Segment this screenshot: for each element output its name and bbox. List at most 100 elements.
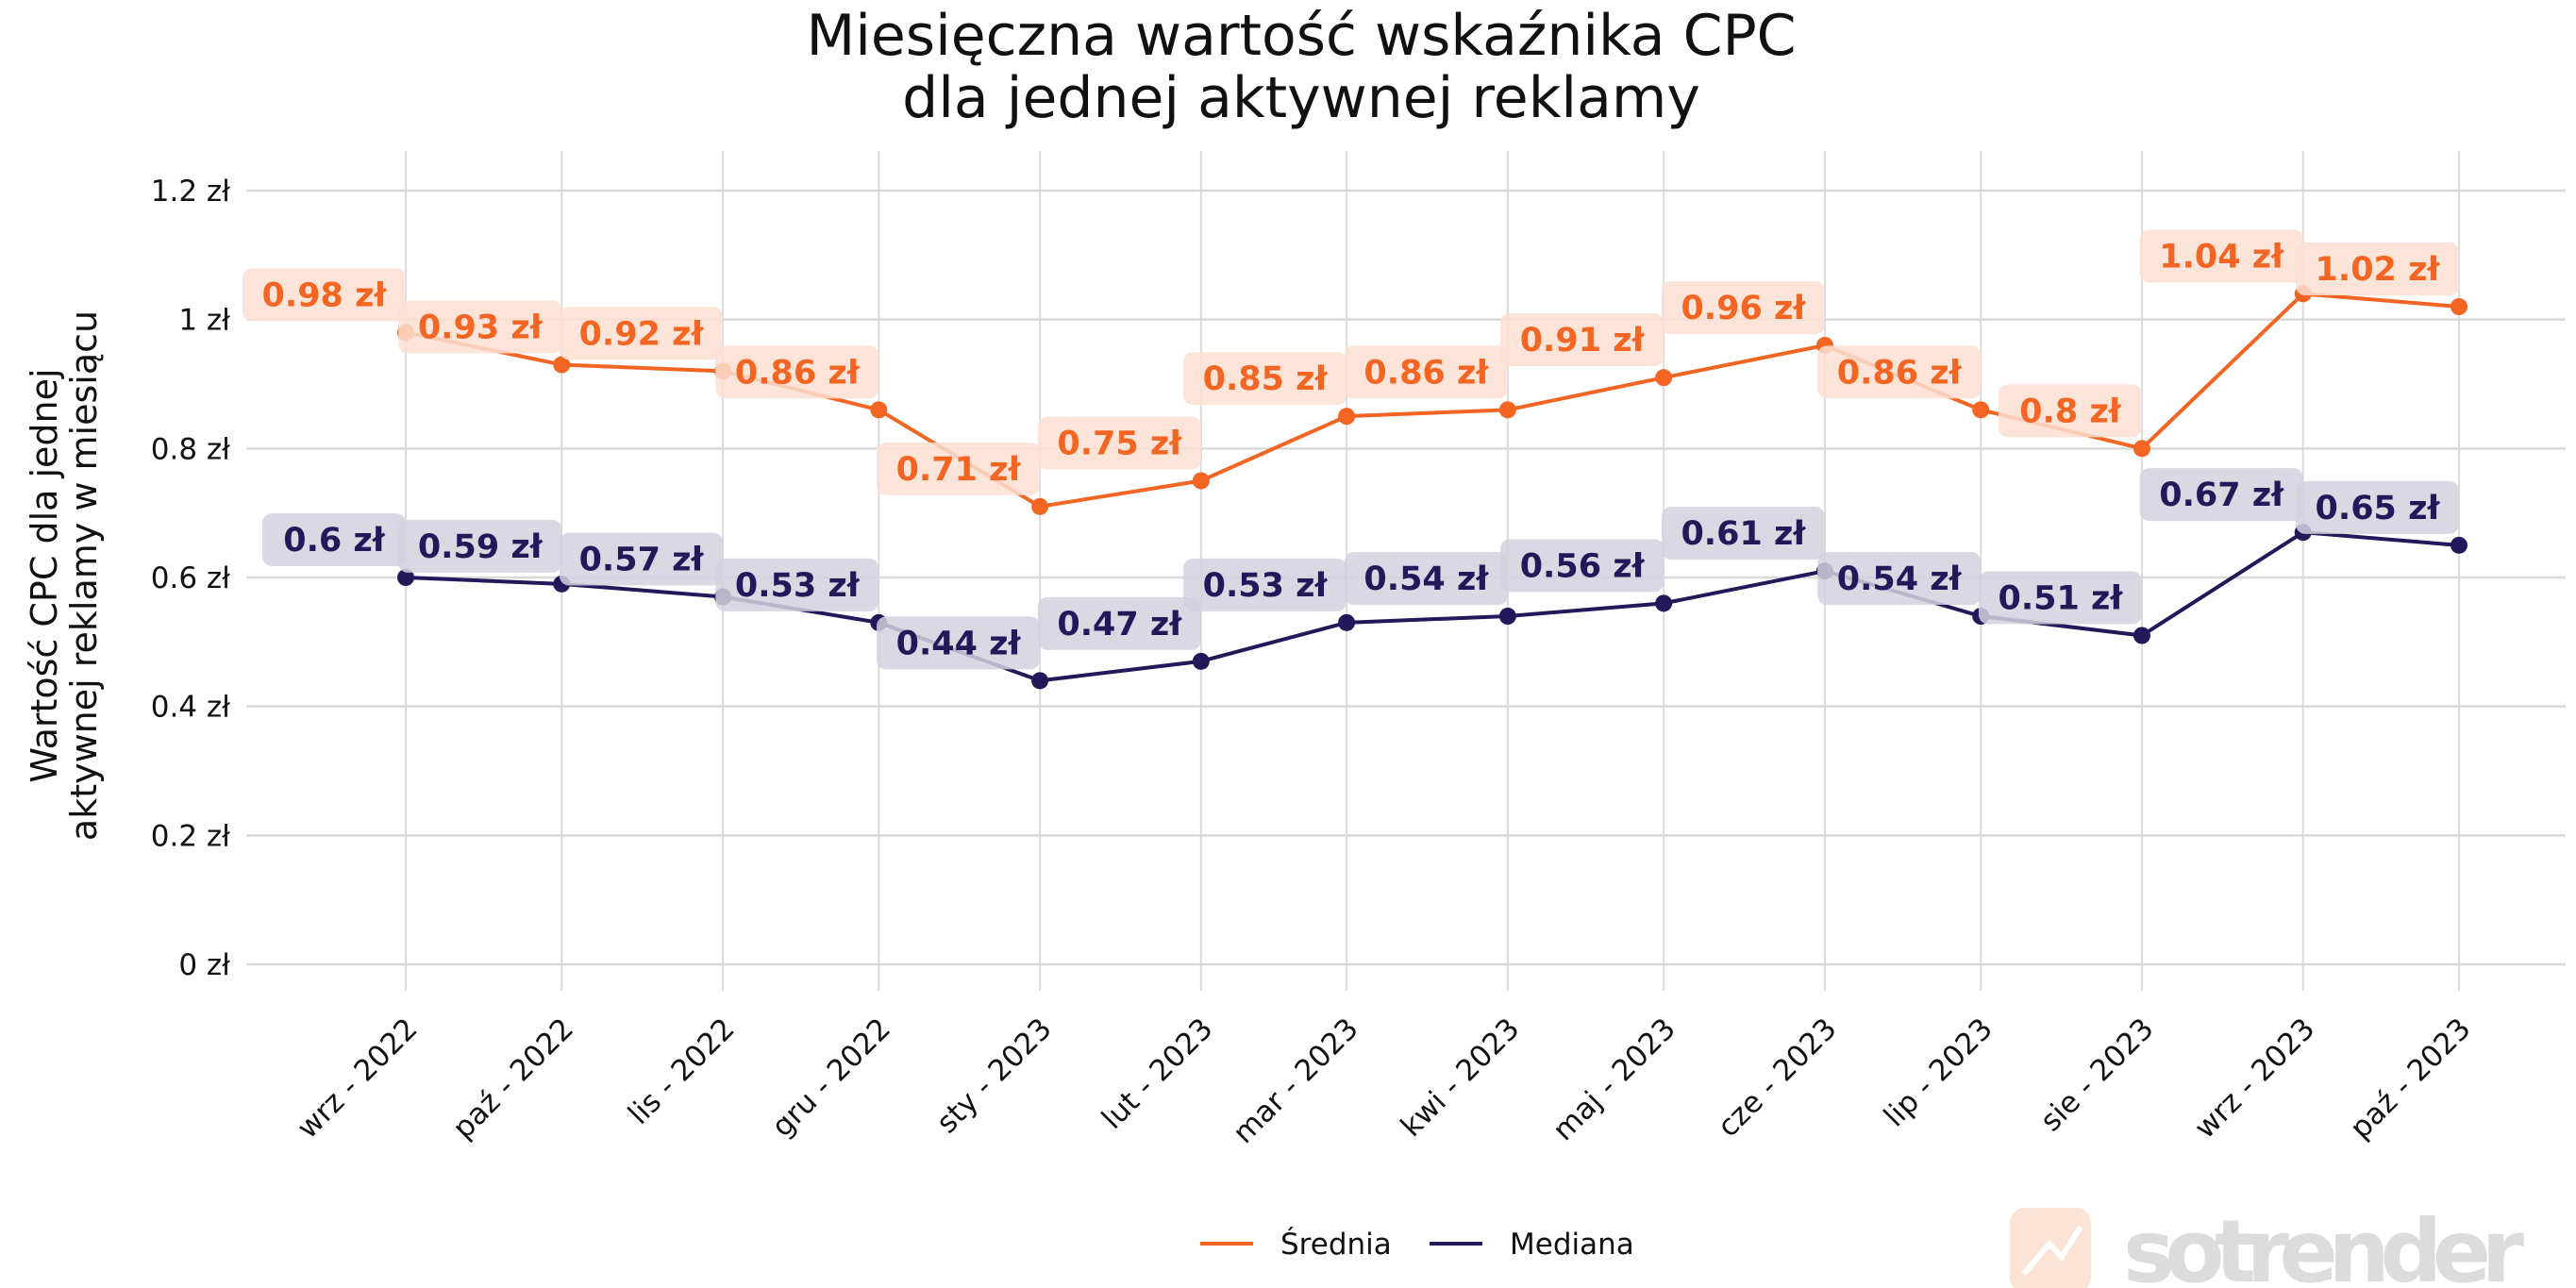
x-tick-label: lut - 2023: [1096, 1012, 1220, 1136]
data-label: 0.56 zł: [1520, 547, 1646, 585]
data-point: [870, 401, 888, 419]
data-label-box: [1037, 596, 1201, 650]
data-label: 0.86 zł: [1363, 354, 1489, 392]
x-tick-label: sty - 2023: [930, 1012, 1059, 1140]
x-tick-label: sie - 2023: [2034, 1012, 2161, 1138]
data-label-box: [560, 532, 724, 586]
data-label-box: [2139, 229, 2303, 283]
watermark-text: sotrender: [2123, 1201, 2525, 1288]
data-label: 0.86 zł: [1837, 354, 1963, 392]
data-label: 0.44 zł: [896, 625, 1022, 662]
x-tick-label: lis - 2022: [622, 1012, 742, 1131]
y-axis-label-line-2: aktywnej reklamy w miesiącu: [63, 310, 105, 841]
x-tick-label: lip - 2023: [1878, 1012, 1999, 1133]
data-label-box: [1661, 281, 1825, 334]
data-label-box: [1183, 558, 1347, 611]
x-tick-label: paź - 2023: [2344, 1012, 2478, 1146]
data-label-box: [1500, 313, 1664, 367]
data-point: [1192, 652, 1210, 670]
data-label: 0.67 zł: [2159, 477, 2284, 514]
x-tick-label: gru - 2022: [765, 1012, 897, 1144]
data-label-box: [398, 519, 562, 573]
x-tick-label: kwi - 2023: [1395, 1012, 1527, 1144]
data-label-box: [1998, 384, 2142, 438]
y-tick-label: 0.8 zł: [151, 432, 230, 466]
data-label-box: [715, 558, 879, 611]
data-label-box: [1817, 552, 1982, 605]
series: 0.98 zł 0.93 zł 0.92 zł 0.86 zł 0.71 zł 0.75 …: [243, 229, 2467, 690]
sotrender-watermark: sotrender: [2010, 1201, 2525, 1288]
data-label: 0.6 zł: [283, 522, 386, 560]
x-tick-label: paź - 2022: [446, 1012, 580, 1146]
data-label: 0.85 zł: [1203, 360, 1329, 398]
data-label: 0.54 zł: [1363, 560, 1489, 598]
data-point: [1338, 613, 1356, 631]
data-point: [553, 356, 571, 374]
data-label-box: [715, 345, 879, 399]
data-label-box: [2139, 468, 2303, 522]
data-label: 0.91 zł: [1520, 322, 1646, 360]
data-label: 0.61 zł: [1681, 515, 1806, 553]
data-label: 0.65 zł: [2316, 490, 2441, 527]
data-point: [1192, 472, 1210, 490]
data-label-box: [1183, 352, 1347, 406]
data-label: 0.98 zł: [262, 276, 388, 314]
data-point: [1031, 672, 1049, 690]
y-tick-label: 0.4 zł: [151, 691, 230, 725]
data-label: 1.04 zł: [2159, 238, 2284, 276]
chart-title-line-1: Miesięczna wartość wskaźnika CPC: [806, 3, 1796, 69]
data-label: 0.75 zł: [1057, 426, 1182, 463]
data-label-box: [877, 616, 1041, 670]
data-point: [1498, 401, 1516, 419]
data-label-box: [398, 300, 562, 354]
data-label: 0.51 zł: [1999, 580, 2124, 618]
data-label: 1.02 zł: [2316, 251, 2441, 289]
data-label-box: [1817, 345, 1982, 399]
data-label: 0.96 zł: [1681, 290, 1806, 327]
data-point: [1031, 497, 1049, 515]
data-point: [2133, 440, 2150, 458]
data-label-box: [1344, 552, 1508, 605]
x-tick-label: cze - 2023: [1711, 1012, 1843, 1144]
data-label: 0.57 zł: [579, 542, 705, 579]
data-point: [2451, 536, 2467, 554]
data-point: [2133, 627, 2150, 644]
data-point: [1498, 608, 1516, 625]
data-label: 0.54 zł: [1837, 560, 1963, 598]
data-point: [1338, 408, 1356, 426]
data-label-box: [1978, 571, 2142, 625]
data-point: [1655, 369, 1673, 387]
data-label-box: [262, 513, 406, 566]
data-label: 0.86 zł: [735, 354, 861, 392]
data-label: 0.71 zł: [896, 451, 1022, 489]
data-label: 0.93 zł: [418, 309, 544, 347]
legend-label-srednia: Średnia: [1280, 1227, 1392, 1262]
y-tick-label: 1 zł: [178, 304, 230, 338]
x-tick-label: wrz - 2022: [291, 1012, 425, 1146]
data-label-box: [2296, 480, 2459, 534]
series-srednia: 0.98 zł 0.93 zł 0.92 zł 0.86 zł 0.71 zł 0.75 …: [243, 229, 2467, 515]
data-label-box: [2296, 243, 2459, 295]
data-label: 0.47 zł: [1057, 606, 1182, 644]
legend: Średnia Mediana: [1200, 1227, 1634, 1262]
data-point: [1655, 594, 1673, 612]
y-tick-label: 0.2 zł: [151, 819, 230, 853]
y-tick-label: 1.2 zł: [151, 175, 230, 209]
data-point: [397, 569, 414, 586]
data-label-box: [877, 442, 1041, 495]
watermark-arrow-icon: [2021, 1225, 2083, 1276]
data-label: 0.8 zł: [2019, 393, 2122, 430]
y-tick-label: 0.6 zł: [151, 561, 230, 595]
data-label: 0.53 zł: [1203, 567, 1329, 605]
data-label: 0.92 zł: [579, 315, 705, 353]
data-label: 0.53 zł: [735, 567, 861, 605]
x-tick-label: maj - 2023: [1547, 1012, 1682, 1147]
legend-label-mediana: Mediana: [1510, 1228, 1634, 1262]
data-label: 0.59 zł: [418, 528, 544, 566]
x-ticks: wrz - 2022 paź - 2022 lis - 2022 gru - 2022…: [291, 1012, 2478, 1150]
data-label-box: [1037, 416, 1201, 470]
x-tick-label: mar - 2023: [1227, 1012, 1365, 1150]
data-label-box: [1500, 539, 1664, 593]
chart-title-line-2: dla jednej aktywnej reklamy: [902, 65, 1700, 131]
